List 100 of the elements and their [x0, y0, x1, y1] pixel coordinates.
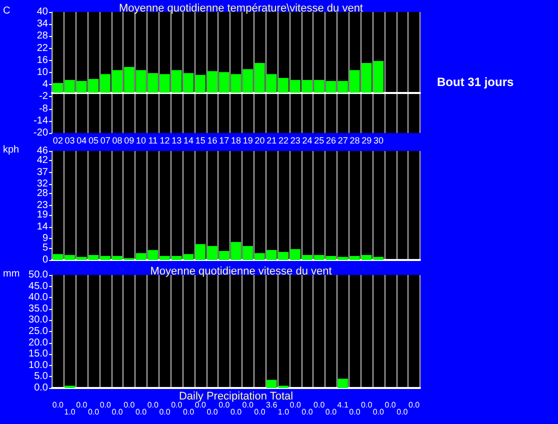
x-tick-label: 12	[160, 136, 170, 146]
y-tick-label: -14	[34, 115, 48, 126]
y-tick-label: 5	[42, 242, 48, 254]
x-tick-label: 18	[230, 136, 242, 146]
data-label: 0.0	[194, 400, 206, 410]
data-label: 0.0	[135, 408, 148, 416]
y-tick-label: 16	[36, 54, 48, 66]
y-tick-label: 10.0	[28, 360, 48, 371]
data-label: 0.0	[218, 400, 230, 410]
y-axis-title: kph	[3, 144, 20, 156]
y-tick-label: 23	[36, 200, 48, 211]
data-label: 0.0	[230, 408, 242, 416]
x-tick-label: 04	[76, 136, 87, 146]
y-tick-label: 30.0	[28, 314, 48, 326]
y-tick-label: 40.0	[28, 292, 48, 304]
bar	[183, 254, 194, 260]
data-label: 0.0	[147, 400, 160, 410]
data-label: 1.0	[278, 408, 290, 416]
y-tick-label: 32	[36, 178, 48, 190]
y-tick-label: 40	[36, 6, 48, 18]
data-label: 0.0	[52, 400, 64, 410]
data-label: 0.0	[290, 400, 302, 410]
x-tick-label: 23	[290, 136, 300, 146]
data-label: 0.0	[325, 408, 338, 416]
x-tick-label: 03	[64, 136, 75, 146]
data-label: 0.0	[159, 408, 171, 416]
y-tick-label: 9	[42, 233, 48, 244]
data-label: 0.0	[171, 400, 183, 410]
y-tick-label: -2	[39, 91, 48, 102]
x-tick-label: 24	[302, 136, 312, 146]
text: Bout 31 jours	[437, 75, 514, 89]
x-tick-label: 30	[373, 136, 384, 146]
x-tick-label: 25	[314, 136, 324, 146]
x-tick-label: 02	[52, 136, 63, 146]
data-label: 0.0	[349, 408, 361, 416]
y-tick-label: 28	[36, 30, 48, 42]
y-tick-label: 42	[36, 154, 48, 166]
data-label: 0.0	[396, 408, 408, 416]
data-label: 0.0	[206, 408, 218, 416]
y-tick-label: 28	[36, 188, 48, 200]
y-tick-label: 35.0	[28, 303, 48, 314]
x-tick-label: 28	[350, 136, 360, 146]
x-tick-label: 13	[172, 136, 182, 146]
bar	[183, 73, 194, 93]
y-tick-label: 19	[36, 209, 48, 220]
x-axis-title: Daily Precipitation Total	[178, 390, 294, 402]
bar	[338, 378, 348, 388]
x-tick-label: 16	[207, 136, 218, 146]
data-label: 0.0	[314, 400, 326, 410]
bar	[373, 256, 384, 260]
y-tick-label: 14	[36, 221, 48, 232]
x-tick-label: 20	[254, 136, 265, 146]
data-label: 4.1	[337, 400, 349, 410]
chart-title: Moyenne quotidienne température\vitesse du vent	[119, 2, 363, 14]
y-tick-label: 34	[36, 18, 48, 30]
y-tick-label: 4	[42, 79, 48, 90]
y-tick-label: 20.0	[28, 337, 48, 348]
bar	[278, 252, 289, 260]
y-tick-label: 46	[36, 146, 48, 156]
y-tick-label: 50.0	[28, 270, 48, 280]
x-tick-label: 21	[266, 136, 277, 146]
data-label: 1.0	[64, 408, 76, 416]
x-tick-label: 22	[278, 136, 288, 146]
data-label: 0.0	[372, 408, 385, 416]
x-tick-label: 08	[112, 136, 122, 146]
y-tick-label: 15.0	[28, 348, 48, 360]
x-tick-label: 19	[242, 136, 253, 146]
data-label: 3.6	[266, 400, 278, 410]
data-label: 0.0	[76, 400, 88, 410]
x-tick-label: 14	[184, 136, 194, 146]
bar	[278, 78, 289, 93]
data-label: 0.0	[124, 400, 136, 410]
y-axis-title: C	[3, 6, 10, 16]
data-label: 0.0	[408, 400, 420, 410]
x-tick-label: 05	[88, 136, 99, 146]
bar	[373, 61, 384, 93]
x-tick-label: 17	[219, 136, 230, 146]
x-tick-label: 11	[148, 136, 158, 146]
x-tick-label: 07	[100, 136, 110, 146]
y-tick-label: -20	[34, 128, 48, 138]
data-label: 0.0	[100, 400, 112, 410]
y-tick-label: -8	[39, 103, 48, 114]
y-tick-label: 10	[36, 67, 48, 78]
data-label: 0.0	[242, 400, 254, 410]
x-tick-label: 09	[124, 136, 134, 146]
y-tick-label: 37	[36, 166, 48, 178]
y-tick-label: 5.0	[34, 371, 48, 382]
y-tick-label: 0	[42, 254, 48, 266]
x-tick-label: 26	[326, 136, 336, 146]
x-tick-label: 15	[195, 136, 206, 146]
x-tick-label: 27	[338, 136, 348, 146]
y-tick-label: 45.0	[28, 280, 48, 292]
x-tick-label: 10	[136, 136, 146, 146]
data-label: 0.0	[384, 400, 396, 410]
bar	[266, 380, 277, 388]
bar	[230, 242, 242, 260]
data-label: 0.0	[88, 408, 100, 416]
chart-title: Moyenne quotidienne vitesse du vent	[150, 266, 332, 278]
y-tick-label: 0.0	[34, 382, 48, 394]
data-label: 0.0	[112, 408, 124, 416]
